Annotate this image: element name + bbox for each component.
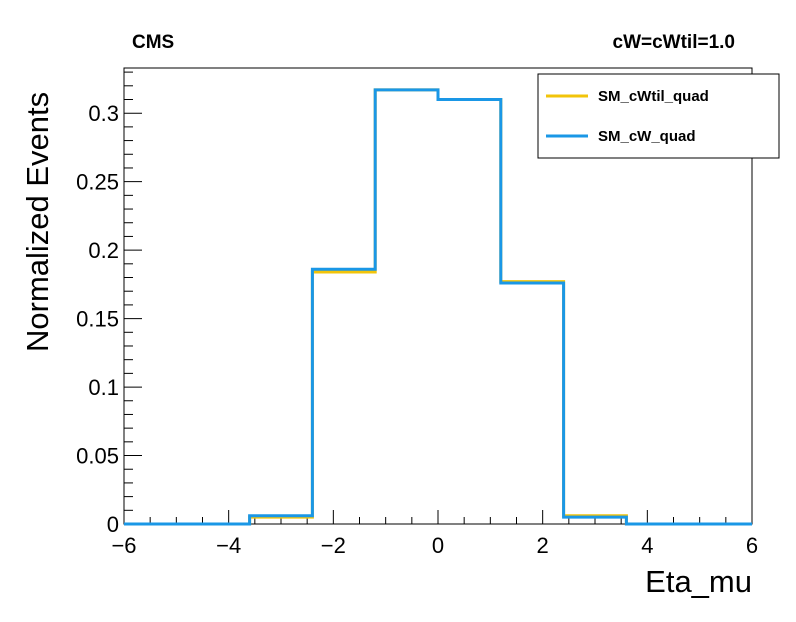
y-tick-label: 0.25 [76, 170, 119, 195]
y-axis-title: Normalized Events [20, 92, 55, 352]
legend-label-sm-cw-quad: SM_cW_quad [598, 128, 696, 145]
experiment-label: CMS [132, 32, 174, 53]
x-tick-label: 6 [746, 533, 758, 558]
x-tick-label: 2 [537, 533, 549, 558]
x-tick-label: −2 [321, 533, 346, 558]
x-tick-label: −4 [216, 533, 241, 558]
x-tick-label: 0 [432, 533, 444, 558]
x-tick-label: −6 [111, 533, 136, 558]
series-sm-cw-quad [124, 88, 752, 526]
series-layer [124, 88, 752, 526]
legend: SM_cWtil_quad SM_cW_quad [537, 73, 780, 159]
y-tick-label: 0.1 [88, 375, 119, 400]
x-tick-label: 4 [641, 533, 653, 558]
axis-tick-labels: −6 −4 −2 0 2 4 6 0 0.05 0.1 0.15 0.2 0.25 0.3 [76, 101, 758, 558]
x-axis-title: Eta_mu [645, 564, 752, 599]
legend-box [537, 73, 780, 159]
legend-label-sm-cwtil-quad: SM_cWtil_quad [598, 88, 709, 105]
y-tick-label: 0.2 [88, 238, 119, 263]
y-tick-label: 0.15 [76, 307, 119, 332]
y-tick-label: 0.3 [88, 101, 119, 126]
parameter-label: cW=cWtil=1.0 [613, 32, 736, 53]
y-tick-label: 0.05 [76, 444, 119, 469]
axis-ticks [123, 71, 753, 525]
series-line-sm-cw-quad [124, 88, 752, 526]
y-tick-label: 0 [107, 512, 119, 537]
